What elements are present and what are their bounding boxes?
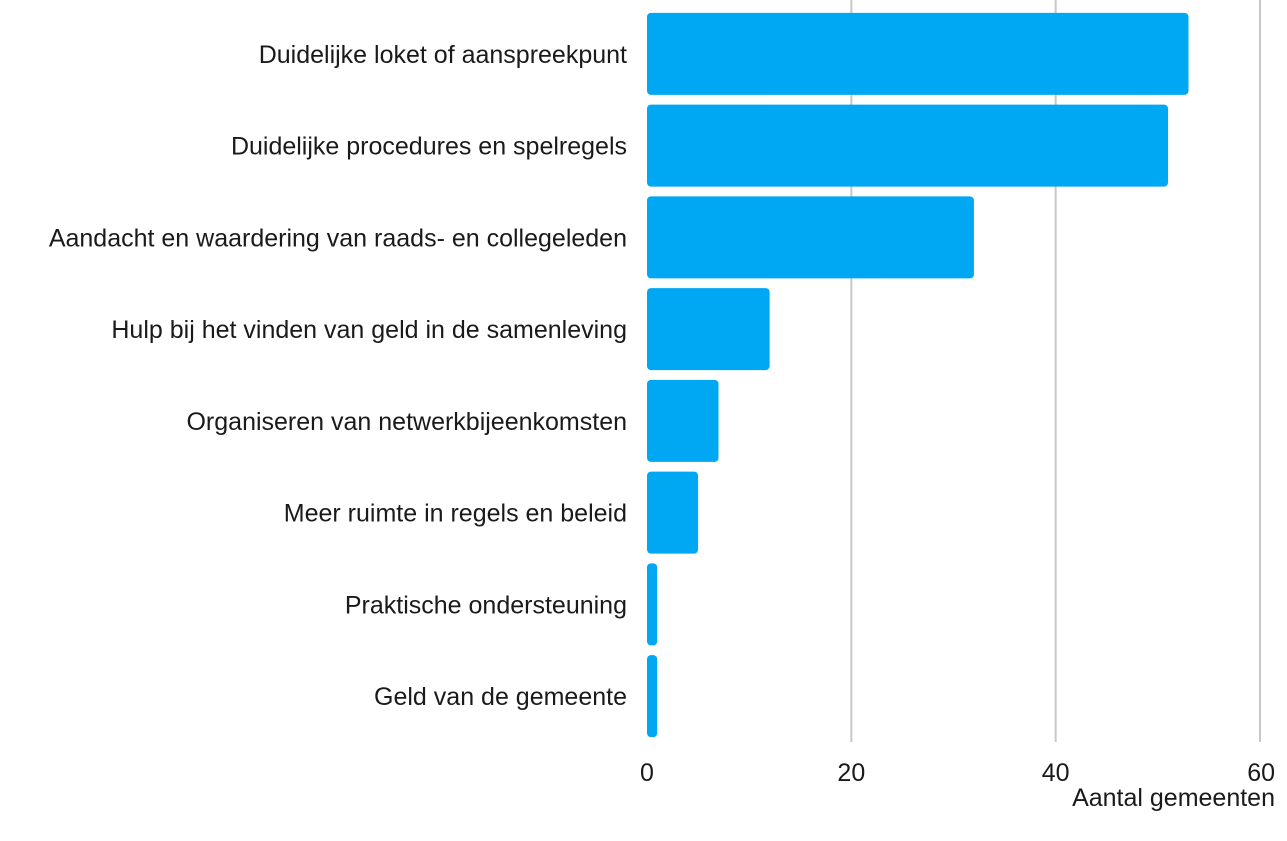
category-label-1: Duidelijke loket of aanspreekpunt (259, 41, 627, 69)
bar-5 (647, 379, 719, 462)
x-tick-label-20: 20 (837, 759, 865, 787)
bar-1 (647, 12, 1189, 95)
bar-2 (647, 104, 1169, 187)
x-tick-label-40: 40 (1042, 759, 1070, 787)
x-tick-label-0: 0 (640, 759, 654, 787)
bar-3 (647, 196, 974, 279)
category-label-4: Hulp bij het vinden van geld in de samen… (111, 316, 627, 344)
category-labels: Duidelijke loket of aanspreekpunt Duideli… (49, 41, 627, 711)
category-label-3: Aandacht en waardering van raads- en col… (49, 224, 627, 252)
category-label-5: Organiseren van netwerkbijeenkomsten (186, 408, 627, 436)
category-label-2: Duidelijke procedures en spelregels (231, 133, 627, 161)
bar-6 (647, 471, 699, 554)
bar-4 (647, 288, 770, 371)
x-axis-title: Aantal gemeenten (1072, 784, 1275, 812)
category-label-6: Meer ruimte in regels en beleid (284, 500, 627, 528)
x-tick-label-60: 60 (1247, 759, 1275, 787)
bar-7 (647, 563, 658, 646)
bars (647, 12, 1189, 738)
bar-8 (647, 655, 658, 738)
category-label-8: Geld van de gemeente (374, 683, 627, 711)
category-label-7: Praktische ondersteuning (345, 591, 627, 619)
x-axis-ticks: 0 20 40 60 (640, 759, 1275, 787)
